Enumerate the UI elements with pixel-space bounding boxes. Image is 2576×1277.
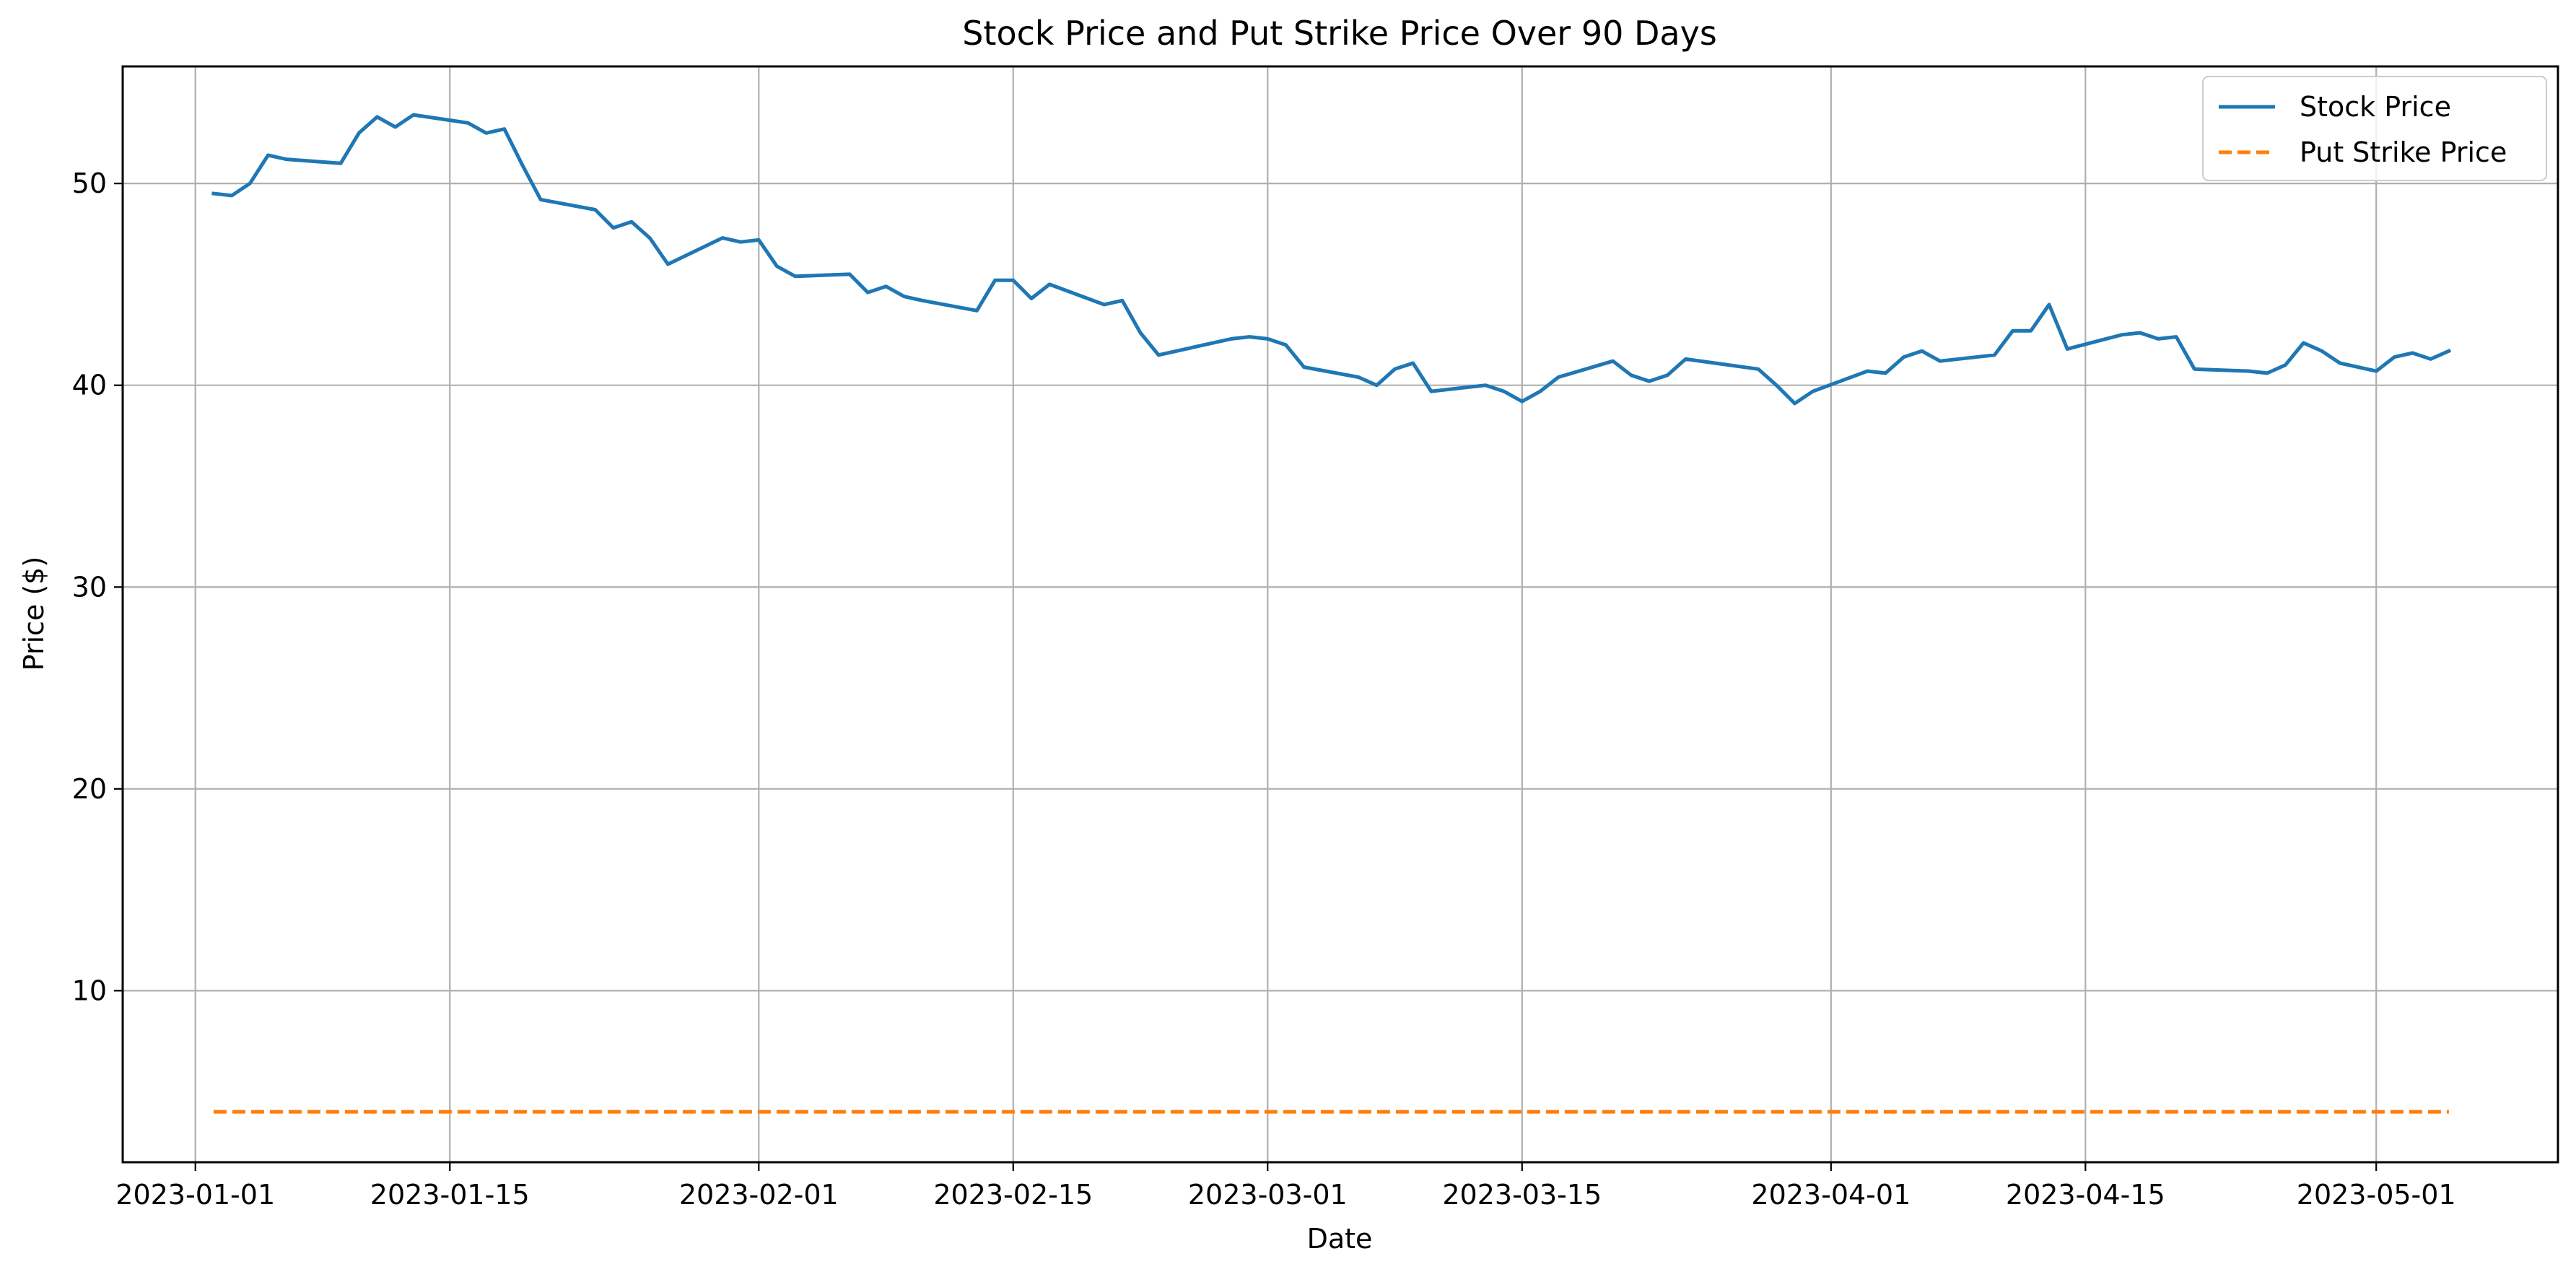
x-tick-label: 2023-03-15: [1442, 1179, 1602, 1211]
y-tick-label: 10: [72, 975, 107, 1006]
chart-title: Stock Price and Put Strike Price Over 90…: [962, 14, 1717, 53]
y-axis: 10 20 30 40 50: [72, 167, 123, 1006]
series-group: [211, 113, 2452, 1114]
y-tick-label: 20: [72, 773, 107, 805]
x-tick-label: 2023-01-15: [370, 1179, 530, 1211]
y-tick-label: 30: [72, 571, 107, 603]
x-tick-label: 2023-05-01: [2297, 1179, 2456, 1211]
x-tick-label: 2023-02-01: [679, 1179, 839, 1211]
legend-label-stock-price: Stock Price: [2300, 91, 2451, 123]
plot-frame: [121, 65, 2559, 1164]
x-tick-label: 2023-03-01: [1188, 1179, 1348, 1211]
y-tick-label: 50: [72, 167, 107, 199]
grid: [123, 66, 2558, 1162]
series-line-stock-price: [211, 113, 2452, 406]
x-axis: 2023-01-01 2023-01-15 2023-02-01 2023-02-15…: [115, 1162, 2456, 1211]
x-tick-label: 2023-04-15: [2006, 1179, 2165, 1211]
legend-label-put-strike-price: Put Strike Price: [2300, 136, 2507, 168]
legend: Stock Price Put Strike Price: [2202, 76, 2547, 181]
legend-box: [2202, 76, 2547, 181]
x-tick-label: 2023-01-01: [115, 1179, 275, 1211]
y-axis-label: Price ($): [18, 557, 50, 671]
x-tick-label: 2023-04-01: [1751, 1179, 1911, 1211]
y-tick-label: 40: [72, 370, 107, 401]
x-tick-label: 2023-02-15: [933, 1179, 1093, 1211]
x-axis-label: Date: [1307, 1223, 1373, 1255]
